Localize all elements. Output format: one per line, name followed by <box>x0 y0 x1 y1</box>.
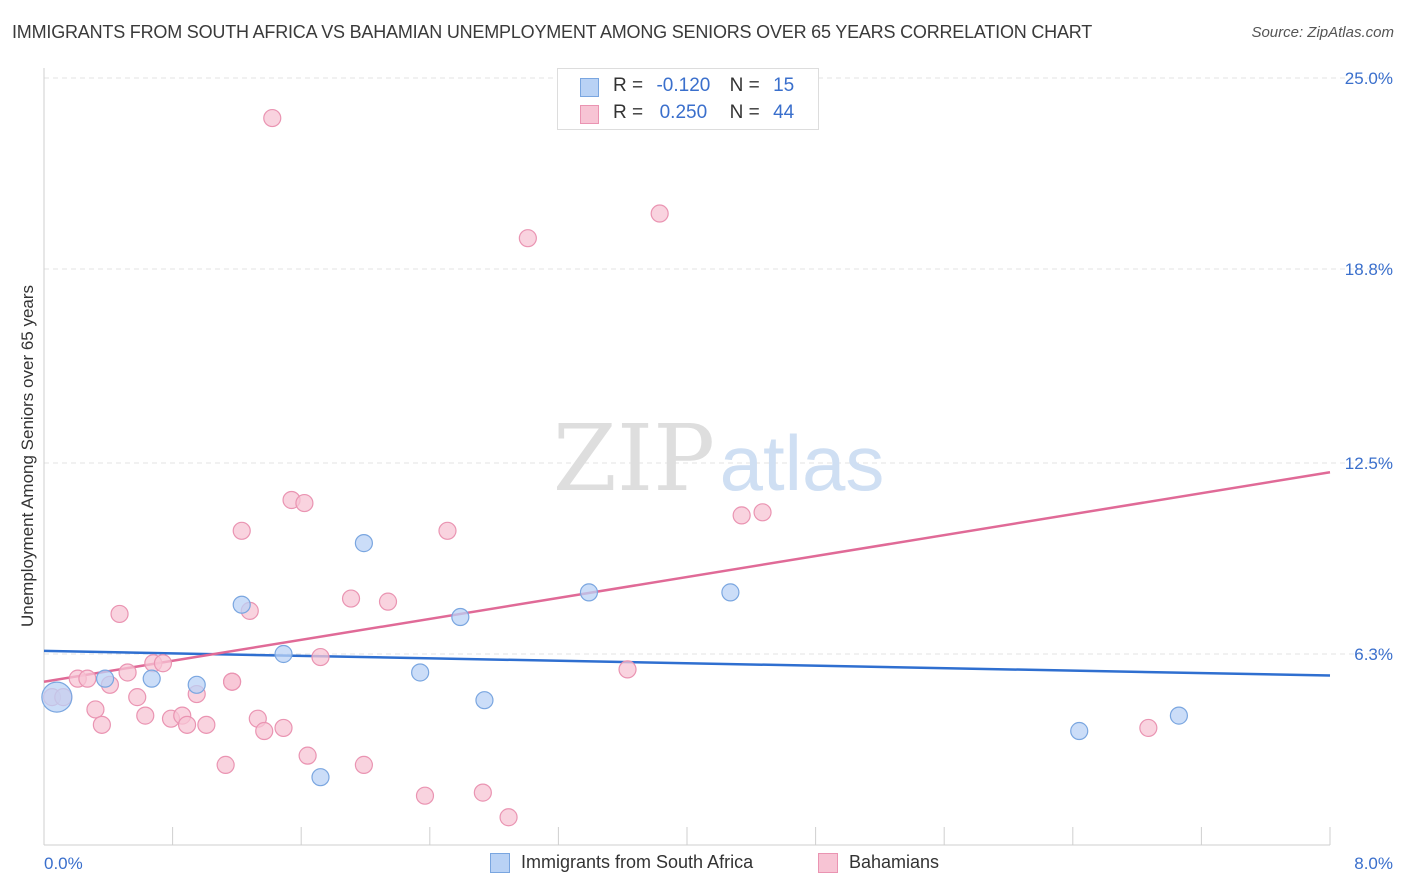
point-bahamians <box>341 589 361 608</box>
watermark-atlas: atlas <box>720 419 885 507</box>
point-bahamians <box>222 672 242 691</box>
point-south-africa <box>475 691 494 710</box>
point-bahamians <box>499 808 518 827</box>
bottom-legend-swatch-pink <box>818 853 838 873</box>
point-south-africa <box>142 669 161 688</box>
y-tick-label: 18.8% <box>1345 260 1393 279</box>
point-south-africa <box>41 681 73 713</box>
point-bahamians <box>298 746 317 765</box>
point-bahamians <box>118 663 137 682</box>
point-bahamians <box>263 108 282 128</box>
y-tick-label: 25.0% <box>1345 69 1393 88</box>
y-tick-label: 6.3% <box>1354 645 1393 664</box>
point-bahamians <box>473 783 492 802</box>
point-bahamians <box>92 715 111 734</box>
point-bahamians <box>618 660 637 679</box>
point-bahamians <box>232 521 251 540</box>
point-south-africa <box>1070 721 1089 741</box>
correlation-legend: R = -0.120 N = 15 R = 0.250 N = 44 <box>557 68 819 130</box>
tick-labels: 6.3% 12.5% 18.8% 25.0% 0.0% 8.0% <box>44 69 1393 873</box>
point-bahamians <box>415 786 435 805</box>
point-bahamians <box>354 755 373 774</box>
point-bahamians <box>650 204 669 223</box>
point-south-africa <box>451 607 470 627</box>
trend-line-south-africa <box>43 649 1331 677</box>
point-bahamians <box>110 604 129 624</box>
point-bahamians <box>78 669 97 688</box>
trend-lines <box>43 471 1331 683</box>
source-label: Source: ZipAtlas.com <box>1251 24 1394 41</box>
chart-title: IMMIGRANTS FROM SOUTH AFRICA VS BAHAMIAN… <box>12 22 1093 42</box>
point-south-africa <box>579 583 599 602</box>
point-south-africa <box>274 644 293 664</box>
legend-swatch-blue <box>580 78 599 97</box>
data-points <box>41 108 1188 827</box>
trend-line-bahamians <box>43 471 1331 683</box>
legend-r-label: R = <box>613 102 644 123</box>
bottom-legend-swatch-blue <box>490 853 510 873</box>
point-bahamians <box>1139 718 1158 738</box>
x-tick-label: 8.0% <box>1354 854 1393 873</box>
point-south-africa <box>95 669 115 688</box>
point-bahamians <box>753 503 772 522</box>
point-bahamians <box>128 688 147 707</box>
watermark: ZIP atlas <box>553 405 884 512</box>
watermark-zip: ZIP <box>553 405 715 512</box>
bottom-legend-label: Immigrants from South Africa <box>521 852 754 872</box>
legend-r-value: 0.250 <box>659 102 708 123</box>
legend-swatch-pink <box>580 105 599 124</box>
point-south-africa <box>721 583 740 602</box>
point-bahamians <box>136 706 155 725</box>
point-bahamians <box>438 521 457 540</box>
x-tick-label: 0.0% <box>44 854 83 873</box>
point-bahamians <box>255 721 274 741</box>
legend-n-label: N = <box>729 102 760 123</box>
point-south-africa <box>187 675 206 694</box>
point-south-africa <box>311 768 330 787</box>
point-bahamians <box>153 654 173 673</box>
point-bahamians <box>274 718 293 738</box>
legend-n-value: 15 <box>773 75 795 96</box>
point-south-africa <box>354 534 373 553</box>
point-bahamians <box>177 715 197 734</box>
legend-n-value: 44 <box>773 102 795 123</box>
gridlines <box>44 77 1394 655</box>
point-bahamians <box>311 647 330 667</box>
point-bahamians <box>295 493 314 513</box>
point-bahamians <box>86 700 105 719</box>
legend-r-label: R = <box>613 75 644 96</box>
point-bahamians <box>216 755 235 774</box>
point-south-africa <box>1169 706 1188 725</box>
y-axis-label: Unemployment Among Seniors over 65 years <box>18 284 37 628</box>
bottom-legend-label: Bahamians <box>849 852 940 872</box>
point-bahamians <box>378 592 398 611</box>
legend-r-value: -0.120 <box>656 75 711 96</box>
point-bahamians <box>197 715 216 734</box>
point-bahamians <box>518 229 537 248</box>
y-tick-label: 12.5% <box>1345 454 1393 473</box>
axes <box>43 68 1331 846</box>
point-south-africa <box>411 663 430 682</box>
point-bahamians <box>732 506 751 525</box>
legend-n-label: N = <box>729 75 760 96</box>
point-south-africa <box>232 595 251 614</box>
